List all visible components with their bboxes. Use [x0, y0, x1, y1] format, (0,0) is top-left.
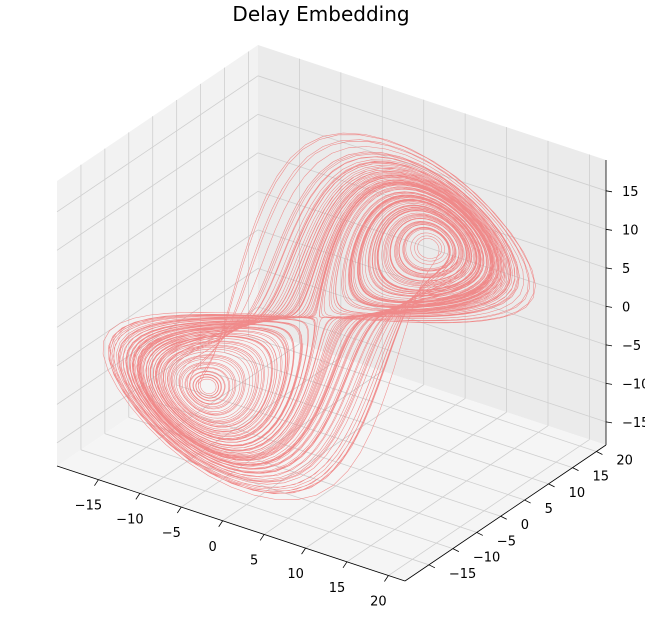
y-tick-mark [524, 499, 531, 504]
x-tick-label: −10 [116, 512, 143, 527]
z-grid-back [257, 75, 607, 192]
z-tick-label: −10 [622, 377, 645, 392]
x-tick-mark [342, 561, 348, 569]
z-grid-left [56, 113, 259, 251]
y-tick-label: 15 [593, 470, 610, 485]
x-tick-label: 20 [370, 595, 387, 610]
axes-panes [57, 45, 606, 581]
x-tick-mark [384, 575, 389, 582]
tick-labels: −15−10−505101520−15−10−505101520−15−10−5… [75, 185, 645, 610]
z-grid-left [56, 229, 259, 367]
y-tick-mark [428, 564, 436, 569]
z-tick-mark [605, 228, 613, 231]
y-tick-mark [500, 515, 507, 520]
z-grid-left [56, 306, 259, 444]
z-tick-mark [605, 267, 613, 270]
z-tick-mark [605, 344, 613, 347]
x-tick-mark [259, 534, 265, 541]
chart-title: Delay Embedding [232, 2, 409, 26]
z-grid-back [257, 229, 607, 346]
x-tick-mark [176, 506, 182, 514]
y-tick-mark [476, 532, 483, 536]
x-tick-mark [218, 520, 224, 527]
y-tick-mark [596, 451, 603, 455]
y-grid-floor [224, 352, 573, 469]
z-grid-back [257, 267, 607, 384]
plot-area [102, 132, 536, 500]
y-tick-label: 5 [545, 502, 553, 517]
z-grid-left [56, 152, 259, 290]
y-tick-mark [452, 548, 460, 552]
z-tick-label: −15 [622, 416, 645, 431]
trajectory-line [102, 132, 536, 500]
floor-pane [57, 330, 606, 581]
z-tick-mark [605, 421, 613, 424]
y-tick-label: 10 [569, 486, 586, 501]
x-tick-label: 10 [287, 567, 304, 582]
z-tick-mark [605, 382, 613, 385]
y-tick-label: 0 [521, 518, 529, 533]
left-pane [57, 45, 258, 466]
y-tick-mark [548, 483, 555, 488]
z-grid-back [257, 152, 607, 269]
z-grid-left [56, 191, 259, 328]
z-tick-label: 10 [622, 223, 639, 238]
y-tick-label: −10 [473, 551, 500, 566]
y-tick-label: −5 [497, 534, 516, 549]
x-tick-label: 0 [209, 540, 217, 555]
x-tick-mark [301, 547, 306, 555]
x-tick-label: 15 [329, 581, 346, 596]
y-tick-label: −15 [449, 567, 476, 582]
x-tick-label: 5 [250, 554, 258, 569]
y-tick-label: 20 [616, 454, 633, 469]
y-grid-floor [152, 400, 501, 517]
x-tick-mark [135, 493, 141, 500]
z-tick-mark [605, 305, 613, 308]
z-grid-back [257, 306, 607, 423]
z-grid-left [56, 268, 259, 405]
y-grid-floor [200, 368, 549, 485]
y-tick-mark [572, 467, 579, 472]
z-tick-label: 5 [622, 262, 630, 277]
z-grid-left [56, 75, 259, 213]
z-tick-label: 0 [622, 300, 630, 315]
z-tick-label: −5 [622, 339, 641, 354]
z-tick-label: 15 [622, 185, 639, 200]
y-grid-floor [80, 449, 430, 566]
x-tick-mark [94, 479, 99, 486]
x-tick-label: −15 [75, 499, 102, 514]
z-grid-back [257, 190, 607, 307]
z-tick-mark [605, 190, 613, 193]
x-tick-label: −5 [162, 526, 181, 541]
